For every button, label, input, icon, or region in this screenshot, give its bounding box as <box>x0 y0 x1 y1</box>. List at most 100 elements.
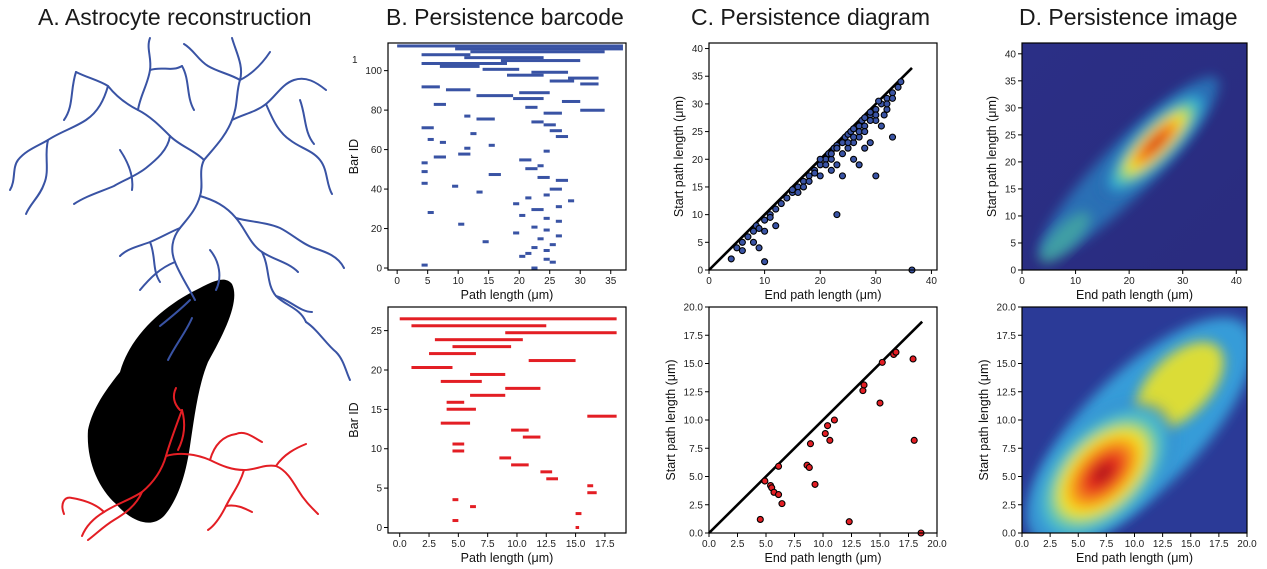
barcode-red-bar <box>587 491 597 495</box>
diagram-red-point <box>909 355 917 363</box>
image-blue-xtick-label: 10 <box>1070 276 1082 287</box>
barcode-blue-bar <box>397 44 623 48</box>
diagram-red-point <box>824 422 832 430</box>
barcode-blue-bar <box>568 199 575 203</box>
barcode-red-ytick-label: 20 <box>371 365 383 376</box>
image-red-ytick-label: 17.5 <box>997 331 1017 342</box>
diagram-blue-point <box>894 83 902 91</box>
barcode-blue-bar <box>476 190 483 194</box>
image-red-ytick-label: 5.0 <box>1002 472 1016 483</box>
diagram-red-xtick-label: 10.0 <box>813 539 833 550</box>
barcode-red-xtick-label: 10.0 <box>507 539 527 550</box>
barcode-blue-bar <box>549 260 556 264</box>
barcode-red-xtick-label: 0.0 <box>393 539 407 550</box>
barcode-blue-ytick-label: 60 <box>371 145 383 156</box>
barcode-blue-xtick-label: 20 <box>514 276 526 287</box>
image-blue-ytick-label: 10 <box>1005 211 1017 222</box>
diagram-blue-point <box>833 211 841 219</box>
barcode-red-bar <box>399 317 617 321</box>
barcode-red-bar <box>452 449 465 453</box>
barcode-blue-bar <box>513 97 544 101</box>
barcode-blue-bar <box>455 47 623 51</box>
barcode-blue-bar <box>549 129 562 133</box>
barcode-blue-bar <box>543 149 550 153</box>
barcode-red-bar <box>575 512 582 516</box>
title-astrocyte: A. Astrocyte reconstruction <box>38 4 312 30</box>
diagram-red-xtick-label: 5.0 <box>759 539 773 550</box>
diagram-blue-ytick-label: 30 <box>692 99 704 110</box>
barcode-red-xtick-label: 2.5 <box>422 539 436 550</box>
diagram-blue-point <box>744 233 752 241</box>
image-red-xlabel: End path length (μm) <box>1076 551 1193 565</box>
diagram-blue-point <box>738 247 746 255</box>
barcode-red-bar <box>440 379 482 383</box>
image-red-xtick-label: 7.5 <box>1099 539 1113 550</box>
diagram-blue-ytick-label: 10 <box>692 210 704 221</box>
barcode-blue-bar <box>458 222 465 226</box>
diagram-blue-ylabel: Start path length (μm) <box>672 96 686 217</box>
image-red-ylabel: Start path length (μm) <box>977 359 991 480</box>
image-blue-ytick-label: 40 <box>1005 49 1017 60</box>
barcode-red-bars <box>399 317 617 529</box>
barcode-blue-bar <box>421 53 471 57</box>
image-blue-ytick-label: 20 <box>1005 157 1017 168</box>
diagram-red-xtick-label: 17.5 <box>899 539 919 550</box>
barcode-red-bar <box>411 324 547 328</box>
barcode-red-bar <box>505 331 617 335</box>
barcode-blue-bar <box>470 50 605 54</box>
diagram-red-point <box>878 358 886 366</box>
barcode-blue-bar <box>458 152 471 156</box>
diagram-blue-point <box>880 111 888 119</box>
diagram-blue-point <box>755 244 763 252</box>
barcode-blue-bar <box>421 85 440 89</box>
diagram-blue-point <box>888 94 897 102</box>
barcode-red-frame <box>387 306 627 534</box>
barcode-blue-bar <box>537 237 544 241</box>
barcode-blue-bar <box>531 225 538 229</box>
diagram-blue-xtick-label: 20 <box>815 276 827 287</box>
diagram-blue-point <box>749 227 758 235</box>
barcode-blue-bar <box>543 257 550 261</box>
barcode-blue-bars <box>397 44 623 270</box>
diagram-red-point <box>892 348 900 356</box>
barcode-red-bar <box>546 477 558 481</box>
image-blue-hot-blob <box>1100 87 1211 199</box>
image-red-xtick-label: 15.0 <box>1181 539 1201 550</box>
diagram-blue-point <box>838 150 847 158</box>
diagram-red-diagonal <box>708 320 924 534</box>
barcode-red-ytick-label: 5 <box>376 484 382 495</box>
image-red-ytick-label: 0.0 <box>1002 529 1016 540</box>
barcode-red-bar <box>587 414 617 418</box>
barcode-blue-bar <box>433 102 446 106</box>
barcode-blue-bar <box>488 143 495 147</box>
barcode-blue-bar <box>476 117 495 121</box>
diagram-blue-point <box>805 177 813 185</box>
barcode-blue-bar <box>519 91 550 95</box>
barcode-red-bar <box>434 338 523 342</box>
diagram-blue-point <box>761 227 769 235</box>
barcode-blue-bar <box>531 70 569 74</box>
barcode-blue-bar <box>543 228 550 232</box>
barcode-blue-bar <box>555 135 569 139</box>
barcode-blue-bar <box>470 132 477 136</box>
barcode-blue-bar <box>525 251 532 255</box>
barcode-red-ylabel: Bar ID <box>347 402 361 437</box>
image-red-xtick-label: 10.0 <box>1125 539 1145 550</box>
barcode-blue-bar <box>580 82 599 86</box>
barcode-blue-bar <box>445 88 471 92</box>
diagram-red-point <box>876 399 884 407</box>
barcode-blue-bar <box>507 73 544 77</box>
barcode-blue-xtick-label: 5 <box>425 276 431 287</box>
barcode-blue-bar <box>519 158 532 162</box>
barcode-blue-bar <box>464 146 471 150</box>
barcode-red-bar <box>511 463 529 467</box>
barcode-blue-bar <box>543 216 550 220</box>
diagram-blue-point <box>888 133 897 141</box>
image-red-ytick-label: 15.0 <box>997 359 1017 370</box>
diagram-blue-point <box>877 122 885 130</box>
barcode-blue-bar <box>531 208 544 212</box>
barcode-blue-bar <box>452 184 459 188</box>
barcode-red-ytick-label: 15 <box>371 405 383 416</box>
barcode-blue-ytick-label: 80 <box>371 106 383 117</box>
diagram-blue-point <box>816 172 824 180</box>
